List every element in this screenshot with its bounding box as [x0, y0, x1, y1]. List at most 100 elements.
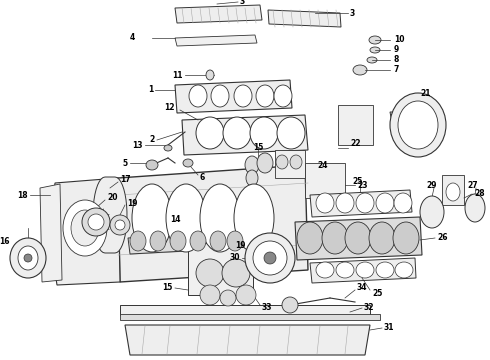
Text: 2: 2 — [150, 135, 155, 144]
Text: 30: 30 — [229, 253, 240, 262]
Text: 26: 26 — [437, 234, 447, 243]
Text: 21: 21 — [420, 89, 431, 98]
Polygon shape — [268, 10, 341, 27]
Polygon shape — [390, 112, 410, 138]
Ellipse shape — [146, 160, 158, 170]
Ellipse shape — [110, 215, 130, 235]
Ellipse shape — [196, 259, 224, 287]
Text: 22: 22 — [350, 139, 361, 148]
Ellipse shape — [253, 241, 287, 275]
Ellipse shape — [264, 252, 276, 264]
Text: 3: 3 — [240, 0, 245, 6]
Bar — [120, 314, 380, 320]
Ellipse shape — [345, 222, 371, 254]
Text: 9: 9 — [394, 45, 399, 54]
Polygon shape — [125, 325, 370, 355]
Bar — [188, 243, 253, 295]
Polygon shape — [310, 190, 412, 217]
Text: 34: 34 — [357, 284, 368, 292]
Text: 19: 19 — [236, 242, 246, 251]
Ellipse shape — [10, 238, 46, 278]
Text: 8: 8 — [394, 55, 399, 64]
Ellipse shape — [370, 47, 380, 53]
Ellipse shape — [234, 184, 274, 252]
Text: 27: 27 — [467, 181, 478, 190]
Polygon shape — [295, 217, 422, 260]
Text: 23: 23 — [357, 180, 368, 189]
Ellipse shape — [18, 246, 38, 270]
Polygon shape — [182, 115, 308, 155]
Ellipse shape — [211, 85, 229, 107]
Text: 33: 33 — [262, 302, 272, 311]
Text: 28: 28 — [474, 189, 485, 198]
Bar — [442, 175, 464, 205]
Text: 19: 19 — [127, 198, 138, 207]
Ellipse shape — [88, 214, 104, 230]
Polygon shape — [128, 232, 242, 254]
Ellipse shape — [166, 184, 206, 252]
Polygon shape — [175, 5, 262, 23]
Text: 32: 32 — [364, 302, 374, 311]
Ellipse shape — [223, 117, 251, 149]
Text: 13: 13 — [132, 140, 143, 149]
Ellipse shape — [220, 290, 236, 306]
Ellipse shape — [234, 85, 252, 107]
Ellipse shape — [164, 145, 172, 151]
Ellipse shape — [336, 262, 354, 278]
Ellipse shape — [256, 85, 274, 107]
Ellipse shape — [245, 233, 295, 283]
Text: 1: 1 — [148, 85, 153, 94]
Text: 24: 24 — [317, 161, 327, 170]
Ellipse shape — [420, 196, 444, 228]
Ellipse shape — [290, 155, 302, 169]
Text: 14: 14 — [170, 216, 180, 225]
Text: 20: 20 — [107, 194, 118, 202]
Ellipse shape — [227, 231, 243, 251]
Ellipse shape — [390, 93, 446, 157]
Ellipse shape — [245, 156, 259, 174]
Ellipse shape — [369, 36, 381, 44]
Bar — [338, 105, 373, 145]
Ellipse shape — [322, 222, 348, 254]
Ellipse shape — [465, 194, 485, 222]
Polygon shape — [310, 258, 416, 283]
Text: 4: 4 — [130, 33, 135, 42]
Ellipse shape — [132, 184, 172, 252]
Text: 25: 25 — [353, 176, 363, 185]
Ellipse shape — [150, 231, 166, 251]
Ellipse shape — [246, 170, 258, 186]
Ellipse shape — [356, 262, 374, 278]
Polygon shape — [93, 177, 127, 253]
Text: 15: 15 — [253, 143, 263, 152]
Polygon shape — [118, 165, 308, 282]
Ellipse shape — [200, 285, 220, 305]
Text: 16: 16 — [0, 238, 10, 247]
Ellipse shape — [353, 65, 367, 75]
Ellipse shape — [277, 117, 305, 149]
Ellipse shape — [190, 231, 206, 251]
Ellipse shape — [395, 262, 413, 278]
Ellipse shape — [446, 183, 460, 201]
Text: 12: 12 — [165, 104, 175, 112]
Polygon shape — [40, 184, 62, 282]
Ellipse shape — [206, 70, 214, 80]
Ellipse shape — [236, 285, 256, 305]
Ellipse shape — [398, 101, 438, 149]
Ellipse shape — [282, 297, 298, 313]
Ellipse shape — [257, 153, 273, 173]
Text: 29: 29 — [427, 181, 437, 190]
Text: 7: 7 — [394, 66, 399, 75]
Text: 10: 10 — [394, 36, 405, 45]
Text: 15: 15 — [163, 284, 173, 292]
Ellipse shape — [63, 200, 107, 256]
Ellipse shape — [316, 193, 334, 213]
Ellipse shape — [336, 193, 354, 213]
Text: 25: 25 — [372, 288, 382, 297]
Polygon shape — [175, 35, 257, 46]
Ellipse shape — [250, 117, 278, 149]
Ellipse shape — [196, 117, 224, 149]
Text: 17: 17 — [120, 175, 131, 184]
Text: 6: 6 — [200, 174, 205, 183]
Ellipse shape — [367, 57, 377, 63]
Ellipse shape — [170, 231, 186, 251]
